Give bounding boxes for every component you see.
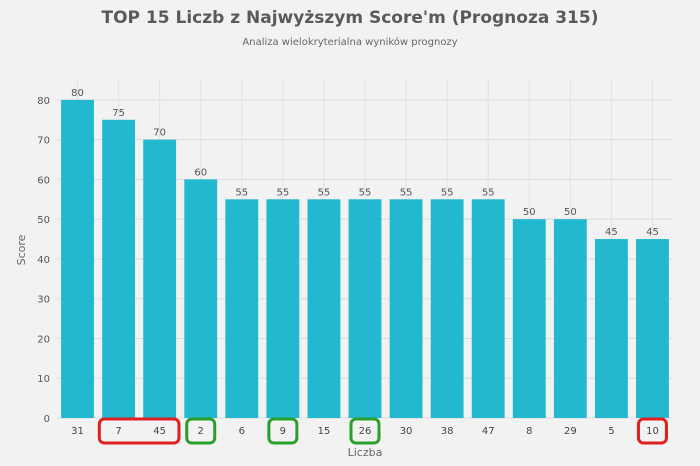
data-labels: 80 75 70 60 55 55 55 55 55 55 55 50 50 45 45 [71,88,659,238]
y-tick-label: 20 [37,334,50,345]
y-tick-label: 40 [37,255,50,266]
bar [184,179,218,418]
highlight-box [97,417,181,445]
bar [225,199,259,418]
chart-subtitle: Analiza wielokryterialna wyników prognoz… [242,37,458,48]
x-axis-label: Liczba [348,446,383,459]
x-tick-label: 10 [646,426,659,437]
data-label: 55 [318,187,331,198]
x-tick-label: 2 [198,426,204,437]
highlight-box [349,417,381,445]
x-tick-label: 15 [318,426,331,437]
highlight-box [185,417,217,445]
data-label: 60 [194,167,207,178]
x-tick-label: 29 [564,426,577,437]
highlight-boxes [97,417,668,445]
bar [389,199,423,418]
bar [143,139,177,418]
data-label: 55 [359,187,372,198]
x-tick-label: 45 [153,426,166,437]
x-tick-label: 26 [359,426,372,437]
y-axis-label: Score [15,234,28,265]
bar [512,219,546,418]
y-tick-label: 0 [44,414,50,425]
data-label: 55 [482,187,495,198]
x-tick-label: 9 [280,426,286,437]
data-label: 75 [112,108,125,119]
y-tick-label: 30 [37,295,50,306]
highlight-box [267,417,299,445]
bar [594,239,628,418]
x-tick-label: 38 [441,426,454,437]
bar [61,99,94,418]
x-tick-label: 47 [482,426,495,437]
data-label: 55 [276,187,289,198]
bar [102,119,136,418]
data-label: 50 [564,207,577,218]
x-tick-label: 31 [71,426,84,437]
bar [348,199,382,418]
y-tick-label: 70 [37,136,50,147]
bar [307,199,341,418]
bar [266,199,300,418]
data-label: 50 [523,207,536,218]
x-tick-label: 5 [608,426,614,437]
chart-title: TOP 15 Liczb z Najwyższym Score'm (Progn… [101,8,599,28]
x-tick-label: 7 [115,426,121,437]
data-label: 55 [441,187,454,198]
y-tick-label: 60 [37,175,50,186]
x-tick-label: 6 [239,426,245,437]
y-tick-label: 80 [37,96,50,107]
y-axis-ticks: 0 10 20 30 40 50 60 70 80 [37,96,50,425]
data-label: 55 [400,187,413,198]
x-tick-label: 30 [400,426,413,437]
data-label: 80 [71,88,84,99]
x-tick-label: 8 [526,426,532,437]
data-label: 45 [605,227,618,238]
bar [553,219,587,418]
x-axis-ticks: 31 7 45 2 6 9 15 26 30 38 47 8 29 5 10 [71,426,659,437]
bars [61,99,669,418]
y-tick-label: 50 [37,215,50,226]
bar [636,239,669,418]
data-label: 70 [153,128,166,139]
bar [430,199,464,418]
highlight-box [636,417,668,445]
bar [471,199,505,418]
data-label: 45 [646,227,659,238]
data-label: 55 [235,187,248,198]
y-tick-label: 10 [37,374,50,385]
